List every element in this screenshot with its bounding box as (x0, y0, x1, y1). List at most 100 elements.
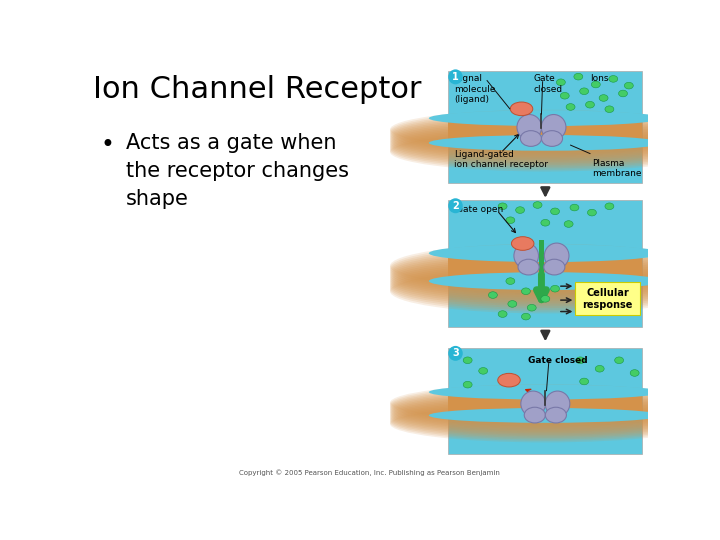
Ellipse shape (390, 384, 701, 421)
Text: Copyright © 2005 Pearson Education, Inc. Publishing as Pearson Benjamin: Copyright © 2005 Pearson Education, Inc.… (238, 469, 500, 476)
Ellipse shape (390, 404, 701, 441)
Ellipse shape (498, 373, 521, 387)
Ellipse shape (390, 406, 701, 442)
FancyBboxPatch shape (449, 118, 642, 143)
Ellipse shape (524, 407, 545, 423)
Ellipse shape (429, 272, 662, 290)
Ellipse shape (595, 366, 604, 372)
Ellipse shape (618, 90, 627, 97)
Ellipse shape (605, 106, 614, 112)
Ellipse shape (429, 110, 662, 126)
Ellipse shape (390, 113, 701, 152)
Ellipse shape (591, 81, 600, 88)
Ellipse shape (390, 264, 701, 308)
Ellipse shape (390, 118, 701, 157)
Ellipse shape (390, 401, 701, 438)
Ellipse shape (479, 368, 487, 374)
Ellipse shape (527, 305, 536, 311)
Text: Ions: Ions (590, 75, 608, 83)
Ellipse shape (390, 126, 701, 165)
Ellipse shape (390, 267, 701, 312)
FancyBboxPatch shape (449, 392, 642, 415)
Ellipse shape (390, 269, 701, 313)
FancyBboxPatch shape (449, 200, 642, 327)
Text: Gate
closed: Gate closed (534, 75, 563, 94)
Ellipse shape (545, 391, 570, 416)
Ellipse shape (521, 313, 531, 320)
Ellipse shape (580, 378, 589, 385)
FancyBboxPatch shape (575, 282, 640, 315)
Ellipse shape (588, 210, 596, 216)
Ellipse shape (390, 251, 701, 295)
Ellipse shape (390, 246, 701, 290)
Text: 3: 3 (452, 348, 459, 359)
Ellipse shape (390, 127, 701, 167)
Text: Acts as a gate when
the receptor changes
shape: Acts as a gate when the receptor changes… (126, 133, 349, 210)
Ellipse shape (516, 207, 525, 213)
Ellipse shape (541, 131, 562, 146)
Ellipse shape (390, 131, 701, 170)
Ellipse shape (585, 102, 595, 108)
Ellipse shape (449, 198, 463, 213)
Ellipse shape (605, 203, 614, 210)
Ellipse shape (521, 391, 546, 416)
Ellipse shape (533, 201, 542, 208)
Ellipse shape (390, 258, 701, 302)
Text: Gate closed: Gate closed (528, 356, 588, 365)
Ellipse shape (498, 203, 507, 210)
Ellipse shape (390, 392, 701, 429)
Ellipse shape (630, 370, 639, 376)
Ellipse shape (390, 119, 701, 159)
Ellipse shape (390, 260, 701, 305)
Ellipse shape (390, 249, 701, 294)
Text: Ion Channel Receptor: Ion Channel Receptor (93, 75, 421, 104)
Ellipse shape (514, 243, 539, 268)
Ellipse shape (429, 244, 662, 262)
Ellipse shape (390, 247, 701, 292)
Text: 2: 2 (452, 201, 459, 211)
Ellipse shape (574, 73, 582, 80)
Ellipse shape (517, 114, 541, 140)
Ellipse shape (390, 121, 701, 160)
Ellipse shape (560, 92, 570, 99)
Ellipse shape (508, 301, 517, 307)
Ellipse shape (557, 79, 565, 86)
Text: Signal
molecule
(ligand): Signal molecule (ligand) (454, 75, 495, 104)
Ellipse shape (541, 114, 566, 140)
Ellipse shape (390, 254, 701, 299)
Ellipse shape (615, 357, 624, 363)
Ellipse shape (463, 381, 472, 388)
Ellipse shape (390, 398, 701, 435)
Ellipse shape (521, 288, 531, 295)
Ellipse shape (511, 237, 534, 251)
Ellipse shape (624, 82, 634, 89)
Ellipse shape (390, 390, 701, 427)
Ellipse shape (429, 384, 662, 400)
Ellipse shape (544, 243, 569, 268)
Ellipse shape (390, 266, 701, 310)
Ellipse shape (390, 399, 701, 436)
Text: 1: 1 (452, 72, 459, 82)
Ellipse shape (429, 135, 662, 151)
Ellipse shape (429, 408, 662, 423)
Ellipse shape (390, 132, 701, 172)
Ellipse shape (566, 104, 575, 110)
Ellipse shape (390, 393, 701, 430)
Ellipse shape (488, 292, 498, 299)
FancyBboxPatch shape (449, 71, 642, 183)
FancyBboxPatch shape (539, 240, 544, 275)
Ellipse shape (609, 76, 618, 82)
FancyBboxPatch shape (449, 348, 642, 454)
Ellipse shape (390, 123, 701, 162)
Ellipse shape (390, 262, 701, 306)
Ellipse shape (390, 114, 701, 154)
Ellipse shape (449, 69, 463, 84)
Ellipse shape (463, 357, 472, 363)
Ellipse shape (390, 111, 701, 151)
Text: •: • (100, 133, 114, 157)
Ellipse shape (390, 402, 701, 440)
Ellipse shape (390, 116, 701, 156)
Text: Ligand-gated
ion channel receptor: Ligand-gated ion channel receptor (454, 150, 548, 169)
Ellipse shape (580, 88, 589, 94)
Ellipse shape (544, 259, 565, 275)
